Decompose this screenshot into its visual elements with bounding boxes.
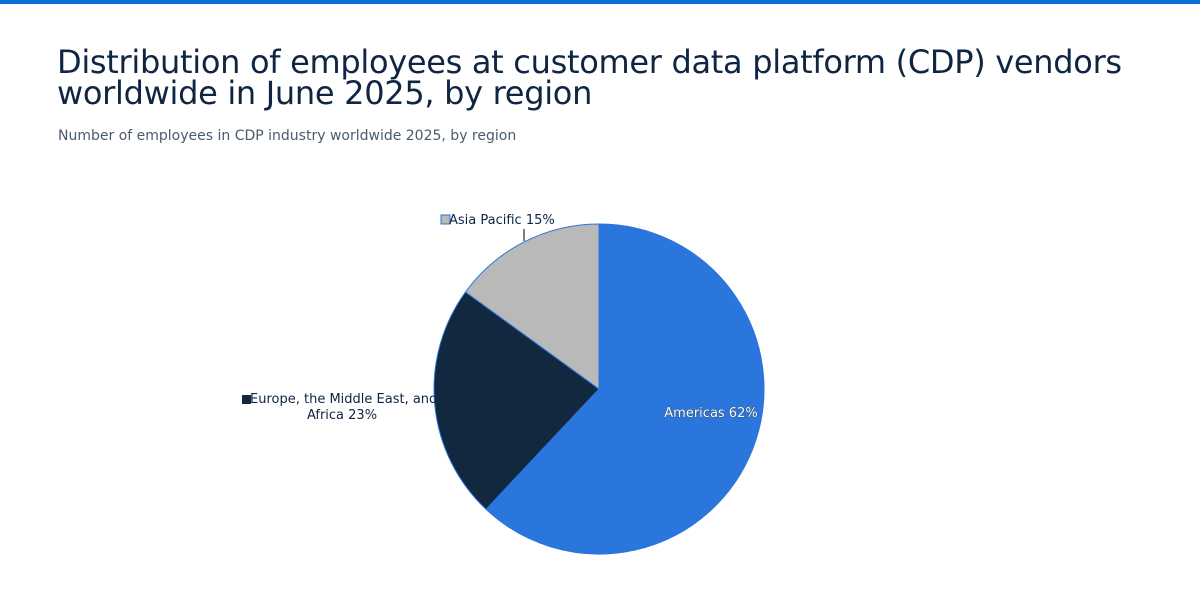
asia-pacific-label: Asia Pacific 15%: [449, 213, 555, 228]
pie-slices: [433, 223, 765, 555]
chart-subtitle: Number of employees in CDP industry worl…: [58, 128, 517, 144]
americas-slice[interactable]: [485, 223, 765, 555]
emea-legend-marker: [242, 395, 251, 404]
emea-label-line1: Europe, the Middle East, and: [250, 392, 437, 407]
asia-pacific-legend-marker: [440, 214, 451, 225]
top-accent-bar: [0, 0, 1200, 4]
emea-slice[interactable]: [433, 291, 600, 510]
chart-title: Distribution of employees at customer da…: [57, 43, 1157, 112]
asia-pacific-slice[interactable]: [464, 223, 600, 390]
emea-label-line2: Africa 23%: [307, 408, 377, 423]
chart-title-line2: worldwide in June 2025, by region: [57, 74, 593, 112]
americas-label: Americas 62%: [664, 406, 757, 421]
chart-title-line1: Distribution of employees at customer da…: [57, 43, 1122, 81]
